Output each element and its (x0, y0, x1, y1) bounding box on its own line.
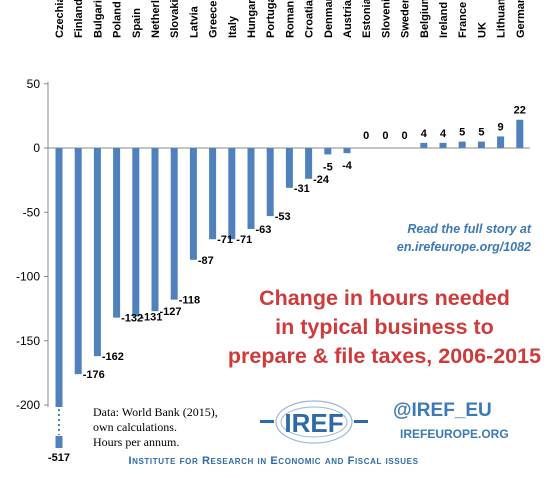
title-line-1: Change in hours needed (259, 286, 510, 310)
data-label: 4 (440, 128, 447, 140)
data-label: 5 (478, 127, 484, 139)
data-label: -131 (140, 311, 162, 323)
read-more-line-1: Read the full story at (407, 222, 531, 236)
data-label: 0 (382, 130, 388, 142)
country-label: Finland (73, 0, 85, 38)
country-label: Netherlands (150, 0, 162, 38)
data-label: -71 (217, 234, 233, 246)
country-label: Romania (284, 0, 296, 38)
country-label: Sweden (400, 0, 412, 38)
data-label: -127 (160, 306, 182, 318)
data-label: -87 (198, 255, 214, 267)
data-label: 0 (402, 130, 408, 142)
bar (74, 148, 82, 375)
data-label: 5 (459, 127, 465, 139)
data-label: -118 (179, 295, 200, 307)
bar (516, 119, 524, 148)
y-tick-label: -150 (16, 334, 40, 348)
bar (285, 148, 293, 188)
data-label: -71 (236, 234, 252, 246)
bar (497, 136, 505, 148)
country-label: France (457, 2, 469, 38)
bar (209, 148, 217, 240)
bar (266, 148, 274, 217)
y-tick-label: 0 (33, 141, 40, 155)
read-more-link[interactable]: en.irefeurope.org/1082 (396, 240, 531, 254)
source-line-2: own calculations. (93, 420, 177, 434)
twitter-handle[interactable]: @IREF_EU (393, 400, 492, 421)
bar (55, 148, 63, 407)
data-label: -31 (294, 183, 310, 195)
logo-text: IREF (284, 408, 343, 438)
data-label: -176 (83, 369, 105, 381)
bar (247, 148, 255, 229)
y-tick-label: -50 (23, 205, 41, 219)
data-label: 9 (498, 121, 504, 133)
website-link[interactable]: IREFEUROPE.ORG (400, 427, 509, 441)
source-line-1: Data: World Bank (2015), (93, 405, 218, 419)
country-label: Denmark (323, 0, 335, 38)
bar (305, 148, 313, 179)
data-label: -63 (256, 224, 272, 236)
data-label: -4 (342, 160, 353, 172)
data-label: 4 (421, 128, 428, 140)
bar (477, 141, 485, 148)
country-label: UK (476, 22, 488, 38)
bar (93, 148, 101, 357)
bar (228, 148, 236, 240)
y-tick-label: 50 (27, 77, 41, 91)
country-label: Italy (227, 15, 239, 38)
bar (458, 141, 466, 148)
country-label: Latvia (188, 5, 200, 38)
bars (55, 119, 524, 448)
country-label: Spain (131, 8, 143, 38)
bar (420, 142, 428, 148)
country-label: Greece (208, 1, 220, 38)
data-label: 22 (514, 105, 526, 117)
bar (343, 148, 351, 154)
data-label: -132 (121, 313, 143, 325)
y-axis: 500-50-100-150-200 (16, 77, 530, 412)
bar (324, 148, 332, 155)
data-label: -5 (323, 161, 333, 173)
data-label: -162 (102, 351, 124, 363)
data-labels: -517-176-162-132-131-127-118-87-71 -71-63… (48, 105, 526, 464)
data-label: 0 (363, 130, 369, 142)
x-axis-labels: Czechia Finland Bulgaria Poland Spain Netherl… (54, 0, 527, 38)
data-label: -24 (313, 174, 330, 186)
country-label: Belgium (419, 0, 431, 38)
country-label: Poland (112, 1, 124, 38)
country-label: Lithuania (496, 0, 508, 38)
institute-name: Institute for Research in Economic and F… (128, 455, 419, 467)
country-label: Slovakia (169, 0, 181, 38)
bar (189, 148, 197, 260)
country-label: Portugal (265, 0, 277, 38)
country-label: Hungary (246, 0, 258, 38)
bar-stub (55, 436, 63, 448)
bar (132, 148, 140, 317)
bar (113, 148, 121, 318)
bar (151, 148, 159, 312)
country-label: Austria (342, 0, 354, 38)
country-label: Estonia (361, 0, 373, 38)
bar (170, 148, 178, 300)
title-line-2: in typical business to (275, 315, 494, 339)
country-label: Germany (515, 0, 527, 38)
title-line-3: prepare & file taxes, 2006-2015 (227, 344, 542, 368)
source-line-3: Hours per annum. (93, 435, 180, 449)
country-label: Croatia (304, 0, 316, 38)
country-label: Czechia (54, 0, 66, 38)
country-label: Slovenia (380, 0, 392, 38)
y-tick-label: -200 (16, 398, 40, 412)
bar (439, 142, 447, 148)
iref-logo: IREF (260, 400, 368, 444)
country-label: Bulgaria (92, 0, 104, 38)
data-label: -517 (48, 452, 70, 464)
y-tick-label: -100 (16, 270, 40, 284)
data-label: -53 (275, 211, 291, 223)
country-label: Ireland (438, 2, 450, 38)
